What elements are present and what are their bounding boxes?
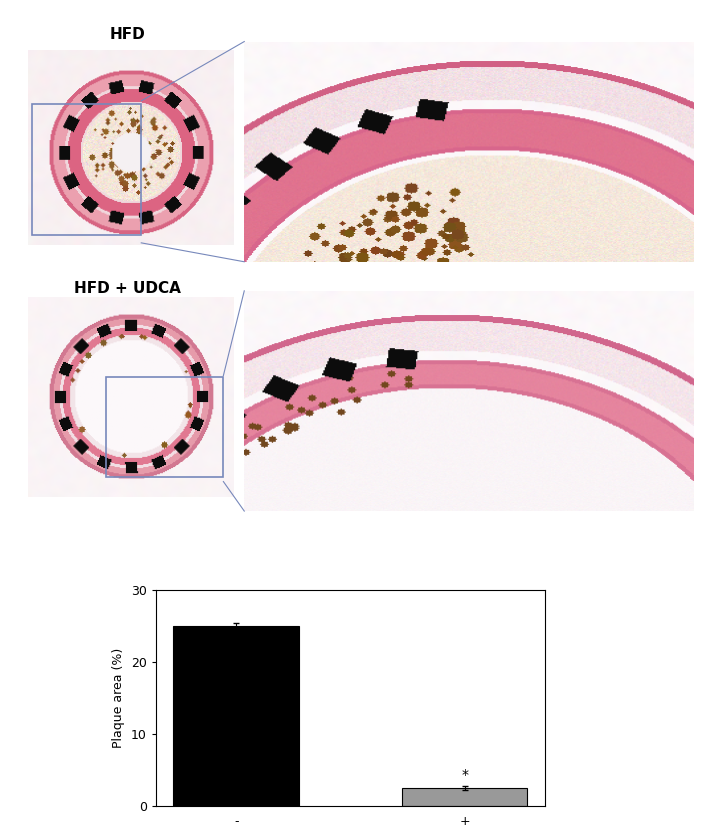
Bar [402,788,527,806]
Bar [33,105,141,235]
Text: HFD: HFD [110,27,145,42]
Bar [106,376,223,477]
Y-axis label: Plaque area (%): Plaque area (%) [113,648,125,748]
Text: *: * [461,769,468,782]
Text: HFD + UDCA: HFD + UDCA [74,281,181,296]
Bar [173,626,299,806]
